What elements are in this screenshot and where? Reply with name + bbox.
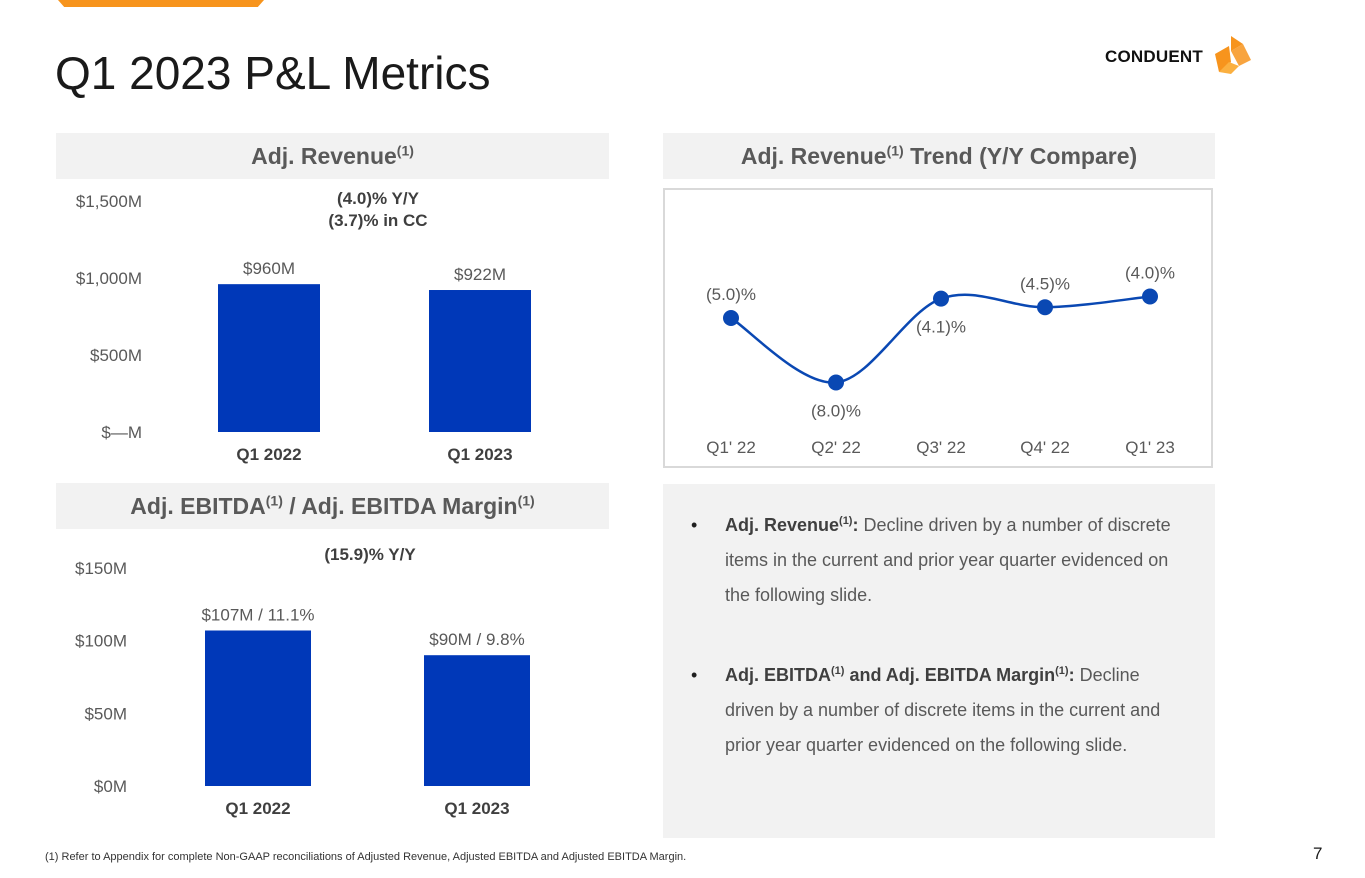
ebitda-annotation: (15.9)% Y/Y <box>324 545 416 564</box>
bullet-revenue-bold: Adj. Revenue <box>725 515 840 535</box>
revenue-annotation: (3.7)% in CC <box>328 211 427 230</box>
bullet-ebitda-sup2: (1) <box>1055 665 1069 677</box>
trend-data-label: (4.5)% <box>1020 274 1070 293</box>
page-title: Q1 2023 P&L Metrics <box>55 47 491 99</box>
ebitda-panel-header: Adj. EBITDA(1) / Adj. EBITDA Margin(1) <box>56 483 609 529</box>
revenue-y-tick-label: $1,500M <box>76 192 142 211</box>
bullet-revenue-text: Decline driven by a number of discrete i… <box>725 515 1171 605</box>
trend-point <box>1037 299 1053 316</box>
ebitda-y-tick-label: $50M <box>84 704 127 723</box>
revenue-panel-header: Adj. Revenue(1) <box>56 133 609 179</box>
ebitda-header-label1: Adj. EBITDA <box>130 493 266 519</box>
trend-data-label: (4.1)% <box>916 318 966 337</box>
trend-point <box>933 290 949 307</box>
trend-data-label: (5.0)% <box>706 285 756 304</box>
revenue-category-label: Q1 2023 <box>447 445 512 464</box>
ebitda-header-label2: / Adj. EBITDA Margin <box>282 493 518 519</box>
revenue-header-sup: (1) <box>396 142 414 159</box>
bullet-revenue-sup: (1) <box>839 515 853 527</box>
trend-category-label: Q1' 22 <box>706 438 756 457</box>
ebitda-category-label: Q1 2023 <box>444 799 509 818</box>
revenue-y-tick-label: $—M <box>101 423 142 442</box>
trend-category-label: Q3' 22 <box>916 438 966 457</box>
revenue-bar <box>429 290 531 432</box>
trend-category-label: Q2' 22 <box>811 438 861 457</box>
revenue-header-label: Adj. Revenue <box>251 143 397 169</box>
ebitda-header-sup1: (1) <box>265 492 283 509</box>
logo-mark-icon <box>1215 36 1251 74</box>
trend-header-label1: Adj. Revenue <box>740 143 887 169</box>
bullet-ebitda-colon: : <box>1068 665 1075 685</box>
bullet-ebitda-sup1: (1) <box>831 665 845 677</box>
revenue-y-tick-label: $1,000M <box>76 269 142 288</box>
bullet-revenue-colon: : <box>852 515 859 535</box>
revenue-category-label: Q1 2022 <box>236 445 301 464</box>
bullet-dot: • <box>691 665 698 685</box>
bullet-ebitda-text: Decline driven by a number of discrete i… <box>725 665 1161 755</box>
trend-data-label: (4.0)% <box>1125 264 1175 283</box>
ebitda-header-sup2: (1) <box>517 492 535 509</box>
trend-point <box>723 310 739 326</box>
bullet-ebitda: • Adj. EBITDA(1) and Adj. EBITDA Margin(… <box>691 658 1171 763</box>
ebitda-bar <box>424 655 530 786</box>
trend-category-label: Q1' 23 <box>1125 438 1175 457</box>
trend-point <box>828 374 844 391</box>
logo-text: CONDUENT <box>1105 47 1203 66</box>
conduent-logo: CONDUENT <box>1105 34 1255 76</box>
revenue-bar <box>218 284 320 432</box>
bullet-revenue: • Adj. Revenue(1): Decline driven by a n… <box>691 508 1171 613</box>
ebitda-y-tick-label: $150M <box>75 559 127 578</box>
revenue-bar-chart: $—M $500M $1,000M $1,500M (4.0)% Y/Y (3.7)% i… <box>76 189 531 464</box>
bullet-ebitda-bold1: Adj. EBITDA <box>725 665 831 685</box>
revenue-y-tick-label: $500M <box>90 346 142 365</box>
trend-header-sup: (1) <box>886 142 904 159</box>
ebitda-category-label: Q1 2022 <box>225 799 290 818</box>
ebitda-y-tick-label: $100M <box>75 632 127 651</box>
trend-panel-header: Adj. Revenue(1) Trend (Y/Y Compare) <box>663 133 1215 179</box>
trend-header-label2: Trend (Y/Y Compare) <box>903 143 1138 169</box>
trend-chart-frame: (5.0)% Q1' 22 (8.0)% Q2' 22 (4.1)% Q3' 22 (4.5… <box>663 188 1213 468</box>
revenue-data-label: $960M <box>243 259 295 278</box>
ebitda-bar-chart: $0M $50M $100M $150M (15.9)% Y/Y $107M / 11.1… <box>75 545 530 818</box>
footnote: (1) Refer to Appendix for complete Non-G… <box>45 851 687 863</box>
ebitda-y-tick-label: $0M <box>94 777 127 796</box>
commentary-panel: • Adj. Revenue(1): Decline driven by a n… <box>663 484 1215 838</box>
bullet-ebitda-bold2: and Adj. EBITDA Margin <box>844 665 1056 685</box>
trend-category-label: Q4' 22 <box>1020 438 1070 457</box>
ebitda-bar <box>205 630 311 786</box>
revenue-data-label: $922M <box>454 265 506 284</box>
bullet-dot: • <box>691 515 698 535</box>
ebitda-data-label: $107M / 11.1% <box>201 605 314 624</box>
page-number: 7 <box>1313 844 1323 863</box>
trend-series-line <box>730 293 1151 384</box>
revenue-trend-line-chart: (5.0)% Q1' 22 (8.0)% Q2' 22 (4.1)% Q3' 22 (4.5… <box>706 264 1175 458</box>
top-accent-bar <box>58 0 264 7</box>
ebitda-data-label: $90M / 9.8% <box>429 630 524 649</box>
revenue-annotation: (4.0)% Y/Y <box>337 189 420 208</box>
trend-point <box>1142 288 1158 305</box>
trend-data-label: (8.0)% <box>811 402 861 421</box>
